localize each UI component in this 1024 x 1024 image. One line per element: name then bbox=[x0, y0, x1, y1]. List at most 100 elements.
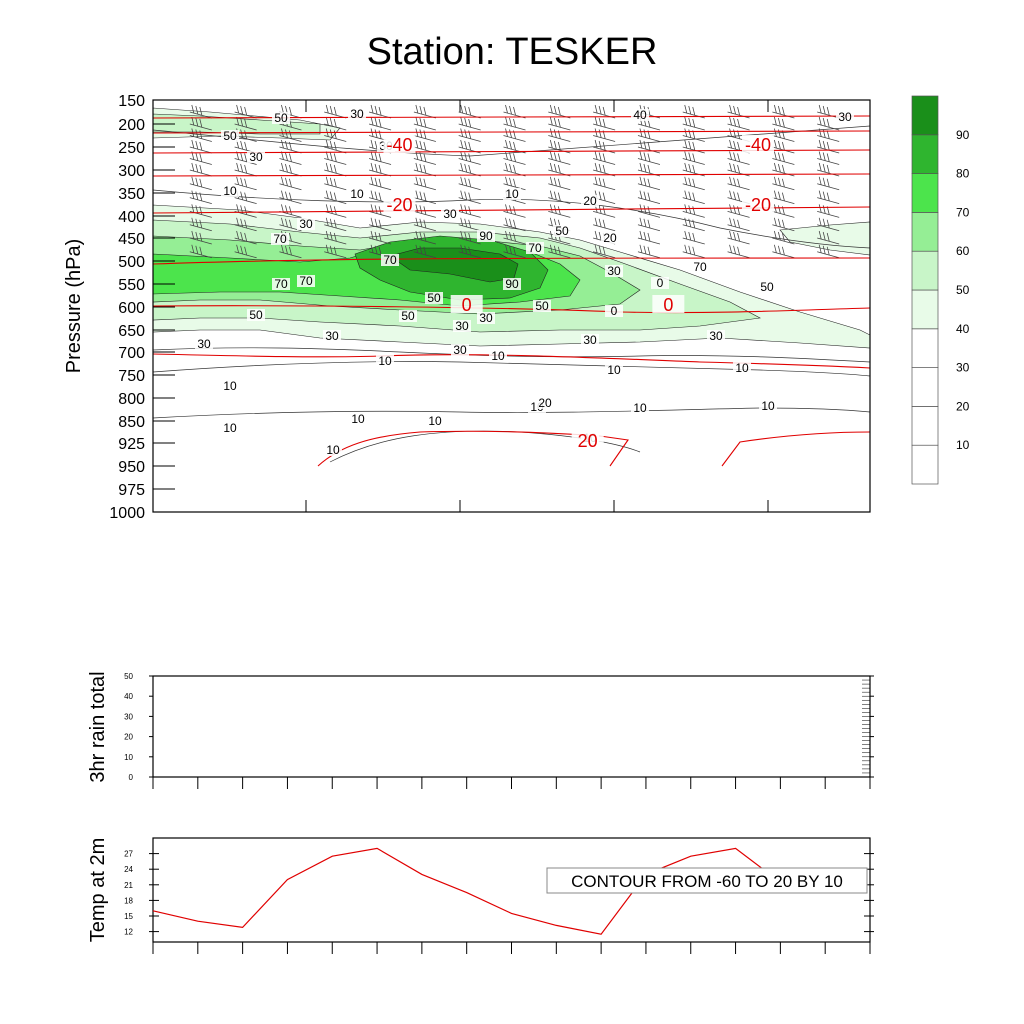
wind-barb-flag bbox=[777, 140, 781, 150]
wind-barb-flag bbox=[505, 204, 508, 213]
wind-barb-flag bbox=[729, 151, 732, 160]
wind-barb-flag bbox=[460, 244, 464, 253]
wind-barb-flag bbox=[199, 246, 203, 255]
wind-barb-flag bbox=[688, 163, 692, 173]
wind-barb-flag bbox=[285, 191, 288, 200]
wind-barb bbox=[817, 244, 840, 259]
wind-barb-flag bbox=[729, 230, 732, 240]
temperature-contour-1 bbox=[152, 130, 871, 134]
wind-barb bbox=[548, 139, 571, 154]
temperature-label-bg bbox=[571, 431, 604, 449]
wind-speed-label-bg bbox=[272, 112, 290, 124]
wind-barb-flag bbox=[419, 140, 423, 150]
wind-barb bbox=[817, 230, 840, 245]
wind-barb-flag bbox=[647, 141, 651, 151]
pressure-tick-label: 550 bbox=[118, 277, 145, 294]
wind-barb-flag bbox=[199, 118, 203, 128]
wind-barb-flag bbox=[199, 219, 203, 228]
wind-speed-label-bg bbox=[247, 309, 265, 321]
wind-barb-flag bbox=[285, 245, 288, 254]
wind-barb-flag bbox=[244, 118, 248, 128]
wind-barb-flag bbox=[195, 245, 199, 254]
wind-barb bbox=[279, 162, 302, 177]
wind-barb bbox=[189, 139, 212, 154]
temperature-label: 0 bbox=[652, 295, 685, 315]
pressure-tick-label: 450 bbox=[118, 231, 145, 248]
temperature-label-text: -20 bbox=[745, 195, 771, 215]
wind-speed-label-bg bbox=[381, 254, 399, 266]
wind-barb-flag bbox=[822, 218, 826, 227]
temperature-contour-4 bbox=[152, 206, 871, 214]
wind-barb-flag bbox=[733, 152, 736, 161]
wind-barb-flag bbox=[688, 245, 692, 254]
wind-speed-label-text: 30 bbox=[197, 337, 211, 351]
wind-barb bbox=[817, 217, 840, 232]
temperature-label-text: -40 bbox=[745, 135, 771, 155]
wind-speed-label-bg bbox=[759, 400, 777, 412]
wind-barb bbox=[458, 244, 481, 259]
wind-barb-flag bbox=[419, 218, 423, 227]
wind-barb-flag bbox=[598, 191, 602, 200]
wind-barb-flag bbox=[415, 116, 419, 126]
wind-barb-flag bbox=[468, 219, 472, 228]
wind-barb-flag bbox=[729, 162, 732, 172]
rain-y-axis-label: 3hr rain total bbox=[87, 671, 109, 782]
wind-barb-flag bbox=[822, 152, 826, 161]
temperature-label-bg bbox=[450, 295, 483, 313]
wind-barb-flag bbox=[460, 104, 464, 114]
wind-barb-flag bbox=[684, 104, 688, 114]
wind-barb bbox=[368, 151, 392, 165]
wind-barb-flag bbox=[773, 176, 777, 185]
wind-barb-flag bbox=[374, 129, 378, 138]
wind-barb-flag bbox=[692, 178, 696, 187]
wind-barb-flag bbox=[549, 128, 553, 137]
wind-speed-label: 30 bbox=[581, 333, 599, 347]
wind-barb-flag bbox=[737, 106, 740, 116]
wind-barb-flag bbox=[781, 164, 785, 174]
wind-barb-flag bbox=[643, 191, 647, 200]
rain-panel: 0 10 20 30 40 50 3hr rain total bbox=[87, 671, 874, 789]
temperature-label: 20 bbox=[571, 431, 604, 451]
wind-barb-flag bbox=[639, 162, 643, 172]
wind-barb-flag bbox=[236, 176, 240, 185]
wind-speed-label: 50 bbox=[221, 129, 239, 143]
wind-barb-flag bbox=[733, 205, 736, 214]
wind-speed-label-text: 30 bbox=[443, 207, 457, 221]
wind-barb-flag bbox=[236, 244, 240, 253]
wind-barb-flag bbox=[647, 192, 651, 201]
wind-barb-flag bbox=[643, 129, 647, 138]
wind-barb-flag bbox=[598, 177, 602, 186]
wind-barb-flag bbox=[777, 205, 781, 214]
wind-barb-flag bbox=[733, 105, 736, 115]
wind-barb-flag bbox=[602, 246, 606, 255]
wind-speed-label-text: 20 bbox=[583, 194, 597, 208]
wind-speed-label-text: 50 bbox=[555, 224, 569, 238]
wind-barb-flag bbox=[822, 177, 826, 186]
wind-speed-label-bg bbox=[489, 350, 507, 362]
wind-barb-flag bbox=[594, 128, 598, 137]
wind-barb bbox=[189, 116, 212, 131]
wind-barb-flag bbox=[378, 246, 382, 255]
wind-barb-flag bbox=[639, 230, 643, 240]
wind-barb-flag bbox=[826, 130, 830, 139]
wind-barb bbox=[368, 217, 392, 232]
temperature-label-bg bbox=[383, 194, 416, 213]
wind-barb-flag bbox=[777, 191, 781, 200]
colorbar-label: 80 bbox=[956, 167, 970, 181]
wind-barb-flag bbox=[415, 139, 419, 149]
wind-barb-flag bbox=[737, 178, 740, 187]
wind-barb-flag bbox=[464, 129, 468, 138]
wind-barb-flag bbox=[781, 246, 785, 255]
wind-barb-flag bbox=[826, 178, 830, 187]
wind-barb-flag bbox=[594, 151, 598, 160]
wind-barb bbox=[413, 116, 436, 131]
wind-barb-flag bbox=[325, 217, 329, 226]
wind-speed-label: 10 bbox=[631, 401, 649, 415]
wind-barb bbox=[458, 176, 481, 191]
pressure-tick-label: 950 bbox=[118, 459, 145, 476]
wind-barb-flag bbox=[647, 178, 651, 187]
pressure-tick-label: 800 bbox=[118, 391, 145, 408]
wind-barb-flag bbox=[281, 162, 284, 172]
wind-speed-label: 50 bbox=[553, 224, 571, 238]
wind-barb-flag bbox=[244, 130, 248, 139]
